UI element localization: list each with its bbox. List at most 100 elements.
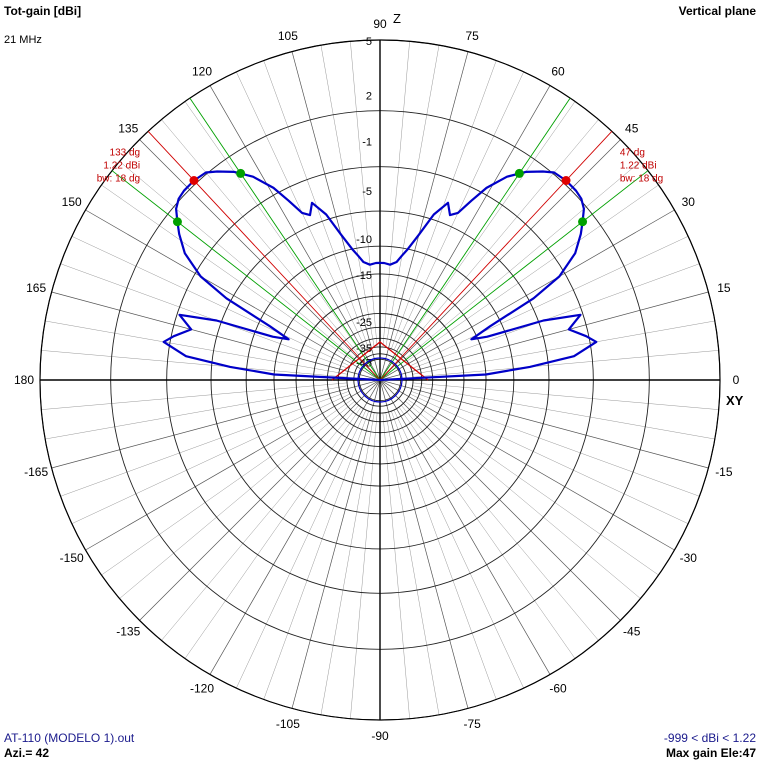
max-gain-line	[379, 131, 613, 381]
spoke-line	[405, 401, 641, 599]
spoke-line	[406, 398, 659, 576]
max-gain-marker	[561, 175, 571, 185]
beamwidth-line	[379, 97, 571, 381]
beamwidth-marker	[578, 217, 588, 227]
angle-tick-label: -165	[24, 465, 48, 479]
spoke-line	[263, 410, 369, 700]
spoke-line	[139, 379, 381, 621]
angle-tick-label: 45	[625, 121, 639, 135]
vertex-marker	[331, 341, 429, 381]
spoke-line	[41, 350, 348, 378]
polar-grid	[39, 39, 721, 721]
spoke-line	[379, 51, 469, 381]
spoke-line	[398, 406, 576, 659]
spoke-line	[379, 209, 675, 381]
spoke-line	[382, 41, 410, 348]
spoke-line	[379, 139, 621, 381]
max-gain-line	[147, 131, 381, 381]
spoke-line	[139, 139, 381, 381]
spoke-line	[379, 379, 551, 675]
radial-tick-label: -10	[356, 234, 372, 246]
angle-tick-label: -150	[60, 551, 84, 565]
file-name: AT-110 (MODELO 1).out	[4, 731, 135, 745]
beamwidth-marker	[514, 168, 524, 178]
spoke-line	[101, 184, 354, 362]
spoke-line	[412, 382, 719, 410]
radial-tick-label: -25	[356, 317, 372, 329]
beamwidth-lines	[111, 97, 649, 381]
spoke-line	[60, 391, 350, 497]
angle-tick-label: 75	[465, 29, 479, 43]
spoke-line	[51, 291, 381, 381]
spoke-line	[51, 379, 381, 469]
spoke-line	[405, 161, 641, 359]
radiation-pattern	[162, 170, 598, 403]
max-gain-annotations: 47 dg 1.22 dBi bw: 18 dg 133 dg 1.22 dBi bw: …	[97, 147, 664, 184]
spoke-line	[119, 161, 355, 359]
angle-tick-label: 165	[26, 281, 46, 295]
radial-tick-label: 2	[366, 91, 372, 103]
spoke-line	[291, 51, 381, 381]
max-gain-annotation-left: 1.22 dBi	[103, 160, 140, 171]
max-gain-marker	[189, 175, 199, 185]
spoke-line	[379, 379, 675, 551]
pattern-curve	[162, 170, 598, 382]
spoke-line	[209, 379, 381, 675]
angle-tick-label: -90	[371, 729, 389, 743]
radial-tick-label: -35	[356, 343, 372, 355]
spoke-line	[184, 406, 362, 659]
spoke-line	[401, 405, 599, 641]
spoke-line	[101, 398, 354, 576]
max-gain-annotation-left: bw: 18 dg	[97, 173, 140, 184]
beamwidth-line	[189, 97, 381, 381]
angle-tick-label: 0	[733, 373, 740, 387]
spoke-line	[209, 85, 381, 381]
inner-pattern-circle	[357, 357, 403, 403]
angle-tick-label: -30	[680, 551, 698, 565]
spoke-line	[350, 412, 378, 719]
spoke-line	[412, 350, 719, 378]
spoke-line	[291, 379, 381, 709]
spoke-line	[406, 184, 659, 362]
angle-tick-label: -60	[549, 681, 567, 695]
spoke-line	[85, 209, 381, 381]
gain-range: -999 < dBi < 1.22	[663, 731, 756, 745]
angle-tick-label: 30	[682, 195, 696, 209]
chart-title: Tot-gain [dBi]	[4, 4, 82, 18]
spoke-line	[379, 85, 551, 381]
spoke-line	[161, 405, 359, 641]
max-gain-annotation-left: 133 dg	[110, 147, 141, 158]
angle-tick-label: -105	[276, 717, 300, 731]
radial-tick-label: -5	[362, 186, 372, 198]
spoke-line	[391, 60, 497, 350]
angle-tick-label: 105	[278, 29, 298, 43]
angle-tick-label: 120	[192, 65, 212, 79]
spoke-line	[379, 379, 709, 469]
angle-tick-label: -45	[623, 625, 641, 639]
azimuth-label: Azi.= 42	[4, 746, 50, 760]
max-gain-annotation-right: 47 dg	[620, 147, 645, 158]
angle-tick-label: 135	[118, 121, 138, 135]
beamwidth-line	[111, 170, 381, 381]
max-gain-annotation-right: bw: 18 dg	[620, 173, 663, 184]
spoke-line	[119, 401, 355, 599]
max-gain-elevation: Max gain Ele:47	[665, 746, 756, 760]
angle-tick-label: -15	[715, 465, 733, 479]
plane-label: Vertical plane	[678, 4, 756, 18]
spoke-line	[379, 379, 621, 621]
xy-axis-label: XY	[726, 393, 744, 408]
max-gain-annotation-right: 1.22 dBi	[620, 160, 657, 171]
spoke-line	[41, 382, 348, 410]
angle-tick-label: 90	[373, 17, 387, 31]
angle-tick-label: 60	[551, 65, 565, 79]
radial-tick-label: -15	[356, 270, 372, 282]
spoke-line	[391, 410, 497, 700]
beamwidth-marker	[172, 217, 182, 227]
spoke-line	[263, 60, 369, 350]
angle-tick-label: -75	[463, 717, 481, 731]
spoke-line	[382, 412, 410, 719]
angle-tick-label: 150	[62, 195, 82, 209]
spoke-line	[410, 391, 700, 497]
frequency-label: 21 MHz	[4, 34, 42, 46]
z-axis-label: Z	[393, 11, 401, 26]
